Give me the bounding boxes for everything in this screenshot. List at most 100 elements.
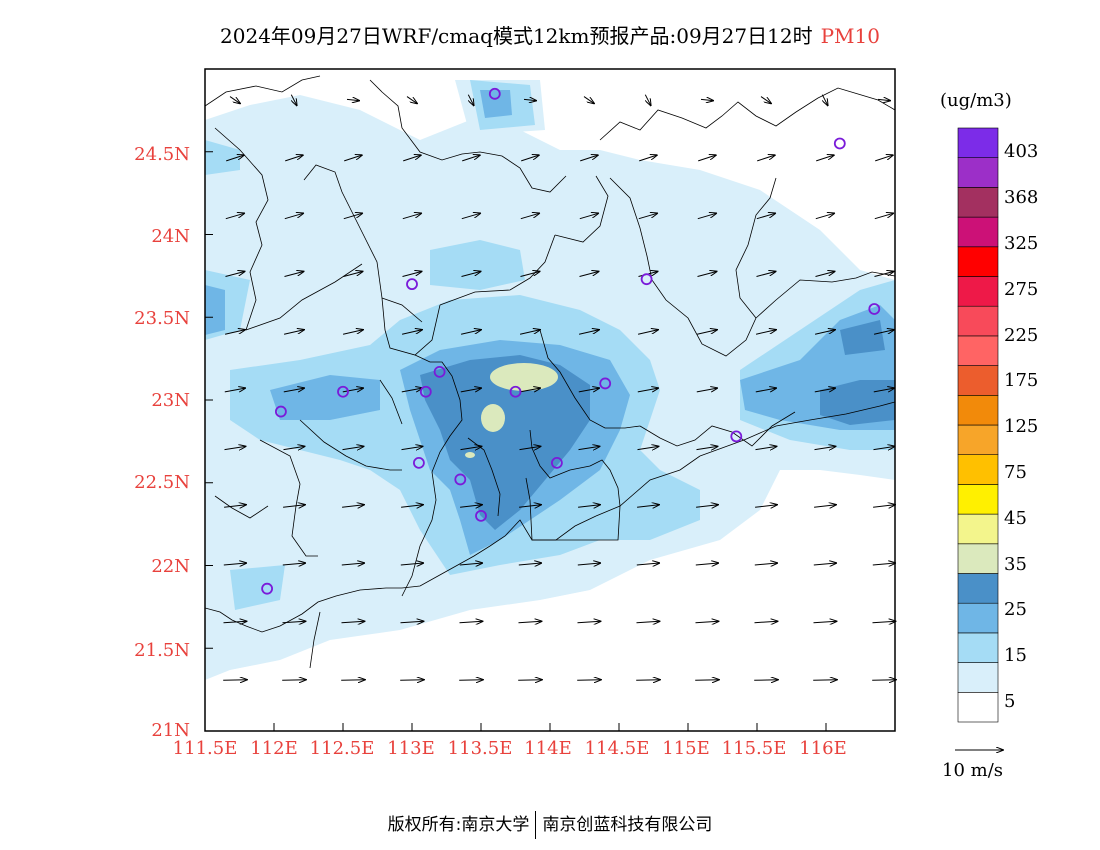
station-marker <box>406 278 418 291</box>
station-marker <box>833 137 846 150</box>
wind-arrow <box>577 563 600 565</box>
station-marker <box>488 87 501 100</box>
wind-arrow <box>813 563 836 565</box>
colorbar-swatch <box>957 543 999 574</box>
wind-arrow <box>346 99 359 100</box>
wind-arrow <box>400 621 424 622</box>
wind-arrow <box>520 272 540 277</box>
axis-ticks <box>204 68 896 732</box>
wind-arrow <box>754 680 778 681</box>
wind-arrow <box>636 680 660 681</box>
wind-arrow <box>341 680 365 681</box>
wind-arrow <box>872 621 896 622</box>
station-marker <box>274 405 287 418</box>
wind-arrow <box>695 621 719 622</box>
colorbar-swatch <box>957 187 999 218</box>
station-marker <box>412 456 425 469</box>
wind-arrow <box>343 213 362 220</box>
wind-arrow <box>822 94 827 106</box>
wind-arrow <box>401 446 423 449</box>
concentration-field <box>205 69 895 731</box>
station-marker <box>261 582 274 595</box>
wind-arrow <box>519 388 540 393</box>
colorbar-swatch <box>957 513 999 545</box>
wind-arrow <box>816 155 834 162</box>
wind-arrow <box>583 96 594 104</box>
colorbar-label: 225 <box>1004 325 1039 346</box>
station-marker <box>868 303 881 315</box>
wind-arrow <box>523 99 536 100</box>
colorbar-swatch <box>957 454 999 485</box>
wind-arrow <box>579 213 598 220</box>
wind-arrow <box>874 272 894 277</box>
station-markers <box>261 87 881 595</box>
station-marker <box>509 385 522 398</box>
lat-tick-label: 21.5N <box>134 640 190 661</box>
lon-tick-label: 116E <box>799 738 847 759</box>
colorbar-label: 275 <box>1004 279 1039 300</box>
colorbar-swatch <box>957 632 999 663</box>
colorbar-swatch <box>957 216 999 248</box>
wind-arrow <box>755 446 777 449</box>
wind-arrow <box>519 505 541 508</box>
wind-arrow <box>282 621 306 622</box>
wind-arrow <box>636 563 659 565</box>
wind-arrow <box>696 330 717 335</box>
wind-arrow <box>401 330 422 335</box>
wind-arrow <box>815 213 834 220</box>
footer-divider <box>535 811 537 839</box>
wind-arrow <box>224 388 245 393</box>
wind-arrow <box>223 680 247 681</box>
wind-arrow <box>284 272 304 277</box>
wind-arrow <box>225 213 244 220</box>
wind-arrow <box>697 272 717 277</box>
colorbar-swatch <box>957 424 999 456</box>
colorbar-swatch <box>957 662 999 693</box>
wind-arrow <box>755 388 776 393</box>
colorbar-swatch <box>957 573 999 604</box>
wind-arrow <box>460 505 482 508</box>
lat-tick-label: 24N <box>151 226 190 247</box>
wind-arrow <box>283 388 304 393</box>
pollutant-name: PM10 <box>820 24 880 48</box>
wind-arrow <box>873 446 895 449</box>
wind-arrow <box>760 96 771 104</box>
wind-arrow <box>637 388 658 393</box>
wind-arrow <box>468 94 473 106</box>
wind-arrow <box>460 388 481 393</box>
colorbar-label: 25 <box>1004 599 1027 620</box>
wind-arrow <box>756 272 776 277</box>
colorbar-unit: (ug/m3) <box>940 90 1012 111</box>
wind-arrow <box>462 155 480 162</box>
wind-arrow <box>815 272 835 277</box>
wind-arrow <box>461 213 480 220</box>
wind-arrow <box>400 563 423 565</box>
footer-left: 版权所有:南京大学 <box>387 815 530 835</box>
colorbar-label: 75 <box>1004 462 1027 483</box>
wind-arrow <box>638 213 657 220</box>
wind-arrow <box>873 330 894 335</box>
wind-arrow <box>401 388 422 393</box>
wind-arrow <box>814 388 835 393</box>
wind-arrow <box>813 621 837 622</box>
wind-reference-label: 10 m/s <box>942 760 1003 781</box>
wind-arrow <box>695 680 719 681</box>
colorbar-label: 325 <box>1004 233 1039 254</box>
lon-tick-label: 114E <box>524 738 572 759</box>
wind-arrow <box>636 621 660 622</box>
wind-arrow <box>639 155 657 162</box>
wind-arrow <box>284 213 303 220</box>
wind-arrow <box>872 563 895 565</box>
copyright-footer: 版权所有:南京大学 南京创蓝科技有限公司 <box>0 810 1100 839</box>
lon-tick-label: 115E <box>662 738 710 759</box>
lat-tick-label: 23.5N <box>134 308 190 329</box>
wind-arrow <box>460 446 482 449</box>
wind-arrow <box>519 446 541 449</box>
wind-arrow <box>577 680 601 681</box>
station-marker <box>730 430 743 443</box>
wind-arrow <box>226 155 244 162</box>
wind-arrow <box>341 621 365 622</box>
colorbar-label: 35 <box>1004 554 1027 575</box>
wind-arrow <box>578 505 600 508</box>
